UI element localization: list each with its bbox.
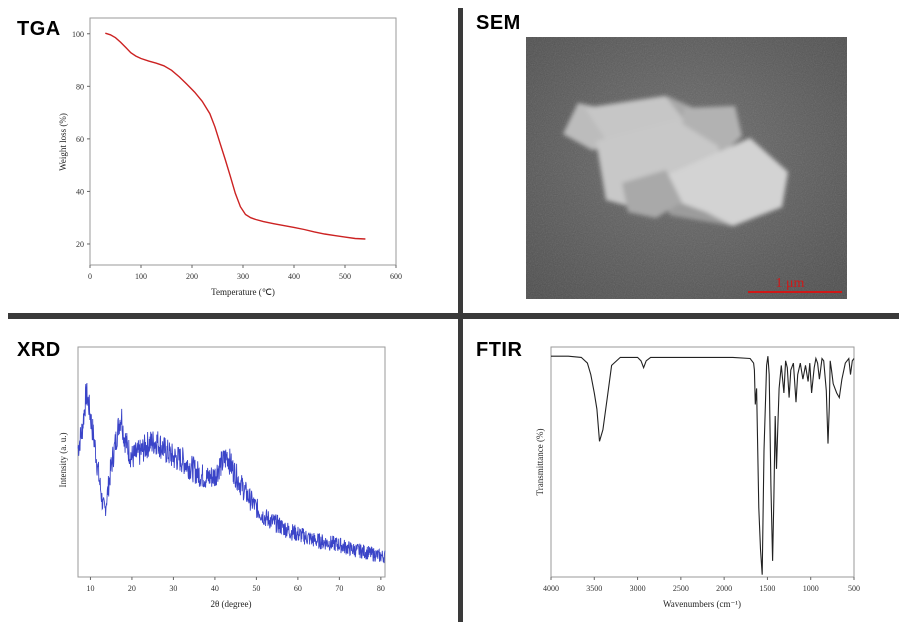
ftir-chart: 4000 3500 3000 2500 2000 1500 1000 500 Wavenumb… (535, 346, 860, 609)
tga-x-tick-label: 600 (390, 272, 402, 281)
ftir-x-tick-label: 2000 (716, 584, 732, 593)
tga-plot-frame (89, 17, 397, 266)
ftir-x-tick-label: 500 (848, 584, 860, 593)
ftir-x-tick-label: 4000 (543, 584, 559, 593)
xrd-y-axis-label: Intensity (a. u.) (58, 433, 68, 488)
tga-y-tick-label: 60 (76, 135, 84, 144)
xrd-pattern-curve (77, 382, 386, 564)
ftir-x-tick-label: 3000 (630, 584, 646, 593)
ftir-spectrum-curve (551, 355, 855, 575)
xrd-chart: 10 20 30 40 50 60 70 80 2θ (degree) Intensity (… (58, 346, 386, 609)
tga-x-tick-label: 300 (237, 272, 249, 281)
tga-x-tick-label: 200 (186, 272, 198, 281)
xrd-x-tick-label: 60 (294, 584, 302, 593)
tga-y-tick-label: 100 (72, 30, 84, 39)
horizontal-divider (8, 313, 899, 319)
tga-panel-title: TGA (17, 18, 61, 40)
sem-crystal-bottom (622, 170, 682, 218)
xrd-x-axis-label: 2θ (degree) (210, 599, 251, 609)
ftir-plot-frame (550, 346, 855, 578)
tga-x-tick-label: 400 (288, 272, 300, 281)
tga-x-tick-label: 0 (88, 272, 92, 281)
tga-x-tick-label: 100 (135, 272, 147, 281)
ftir-x-tick-label: 3500 (586, 584, 602, 593)
ftir-x-axis-label: Wavenumbers (cm⁻¹) (663, 599, 741, 609)
sem-panel-title: SEM (476, 12, 521, 34)
tga-chart: 0 100 200 300 400 500 600 20 40 60 80 100 Temperatu… (58, 17, 402, 297)
sem-crystal-cluster (563, 96, 788, 226)
sem-image: 1 μm (526, 37, 847, 299)
tga-weight-curve (105, 32, 366, 240)
xrd-x-tick-label: 30 (169, 584, 177, 593)
tga-y-tick-label: 40 (76, 187, 84, 196)
xrd-x-tick-label: 20 (128, 584, 136, 593)
xrd-x-tick-label: 50 (252, 584, 260, 593)
ftir-x-tick-label: 1000 (803, 584, 819, 593)
tga-y-tick-label: 20 (76, 240, 84, 249)
xrd-x-tick-label: 10 (86, 584, 94, 593)
xrd-x-tick-label: 40 (211, 584, 219, 593)
xrd-x-tick-label: 80 (377, 584, 385, 593)
ftir-x-tick-label: 2500 (673, 584, 689, 593)
xrd-x-tick-label: 70 (335, 584, 343, 593)
xrd-panel-title: XRD (17, 339, 61, 361)
sem-crystal-front-shade (668, 198, 733, 226)
sem-crystal-front (660, 138, 788, 226)
tga-y-tick-label: 80 (76, 82, 84, 91)
tga-x-tick-label: 500 (339, 272, 351, 281)
xrd-plot-frame (77, 346, 386, 578)
tga-x-axis-label: Temperature (℃) (211, 287, 275, 297)
ftir-x-tick-label: 1500 (759, 584, 775, 593)
ftir-panel-title: FTIR (476, 339, 523, 361)
sem-scale-bar-label: 1 μm (776, 276, 805, 291)
ftir-y-axis-label: Transmittance (%) (535, 429, 545, 496)
tga-y-axis-label: Weight loss (%) (58, 113, 68, 171)
